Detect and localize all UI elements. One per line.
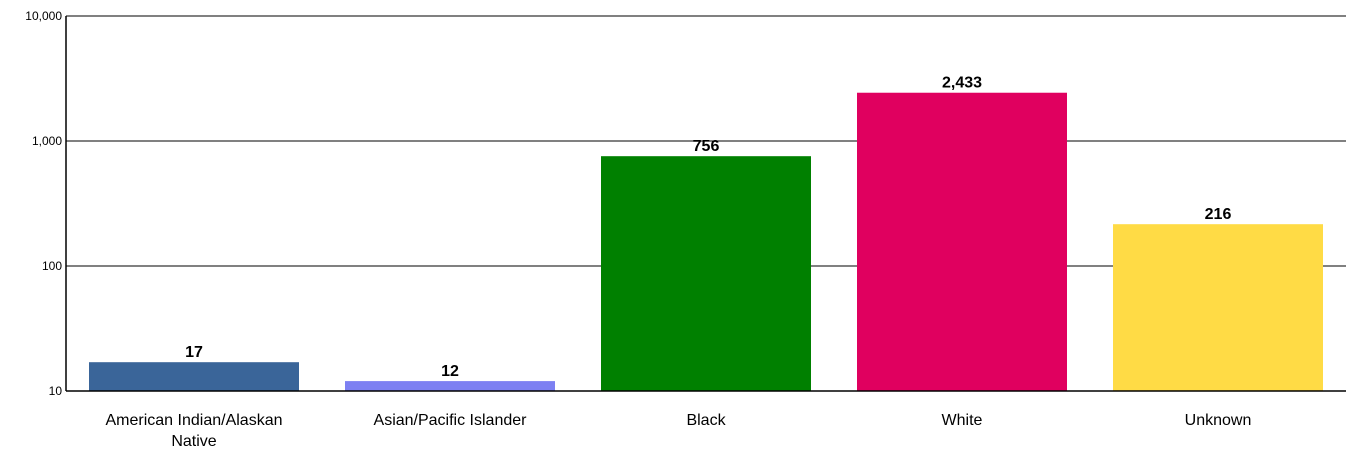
y-axis-tick-labels: 10 100 1,000 10,000 (25, 9, 62, 398)
bar (89, 362, 299, 391)
data-label: 2,433 (942, 75, 982, 92)
data-label: 12 (441, 363, 459, 380)
category-label: Black (686, 412, 726, 429)
bar (601, 156, 811, 391)
category-labels: American Indian/Alaskan Native Asian/Pacif… (106, 412, 1252, 450)
y-tick-label: 1,000 (32, 134, 62, 148)
data-label: 216 (1205, 206, 1232, 223)
bar (345, 381, 555, 391)
y-tick-label: 10 (49, 384, 63, 398)
y-tick-label: 10,000 (25, 9, 62, 23)
category-label: Asian/Pacific Islander (374, 412, 528, 429)
data-label: 17 (185, 344, 203, 361)
data-label: 756 (693, 138, 720, 155)
bar (857, 92, 1067, 391)
data-labels: 17 12 756 2,433 216 (185, 75, 1231, 380)
category-label: White (942, 412, 983, 429)
bars (89, 92, 1323, 391)
category-label: Native (171, 433, 216, 450)
y-tick-label: 100 (42, 259, 62, 273)
axes (65, 16, 1346, 392)
bar (1113, 224, 1323, 391)
category-label: American Indian/Alaskan (106, 412, 283, 429)
category-label: Unknown (1185, 412, 1252, 429)
